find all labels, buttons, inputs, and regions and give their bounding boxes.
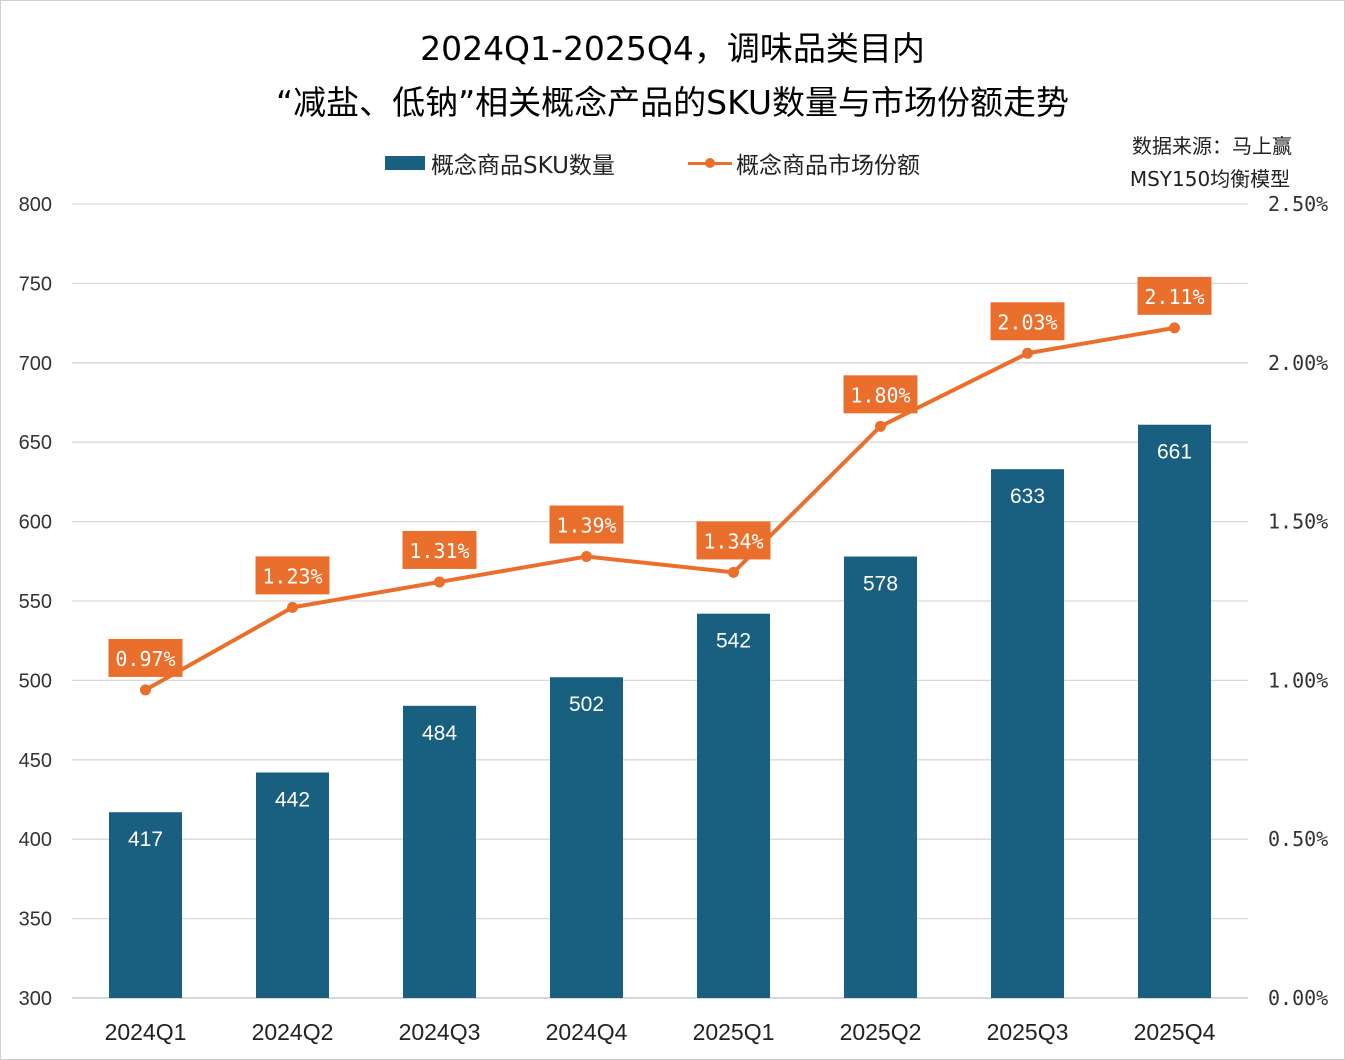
line-point: [287, 601, 298, 613]
x-tick-label: 2024Q1: [105, 1019, 187, 1045]
bar-data-label: 442: [275, 789, 310, 812]
line-point: [1022, 347, 1033, 359]
y-right-tick-label: 0.00%: [1268, 986, 1328, 1010]
x-tick-label: 2025Q3: [987, 1019, 1069, 1045]
line-data-label: 2.11%: [1144, 285, 1204, 309]
line-point: [434, 576, 445, 588]
y-left-tick-label: 450: [19, 750, 52, 772]
x-tick-label: 2025Q1: [693, 1019, 775, 1045]
bar-data-label: 661: [1157, 441, 1192, 464]
chart-title-line1: 2024Q1-2025Q4，调味品类目内: [420, 29, 925, 68]
y-left-tick-label: 600: [19, 512, 52, 534]
bar-data-label: 502: [569, 693, 604, 716]
line-data-label-box: [108, 638, 183, 677]
bar: [844, 556, 917, 998]
legend-swatch-line: [688, 156, 732, 170]
legend-swatch-bar: [385, 156, 425, 170]
line-data-label-box: [255, 556, 330, 595]
line-data-label: 2.03%: [997, 310, 1057, 334]
bar: [1138, 424, 1211, 998]
x-tick-label: 2025Q4: [1134, 1019, 1216, 1045]
bar-data-label: 417: [128, 828, 163, 851]
bar: [550, 677, 623, 998]
line-point: [1169, 322, 1180, 334]
line-data-label-box: [696, 521, 771, 560]
chart-title-line2: “减盐、低钠”相关概念产品的SKU数量与市场份额走势: [275, 83, 1070, 122]
bar: [991, 469, 1064, 998]
y-left-tick-label: 550: [19, 591, 52, 613]
line-data-label-box: [402, 530, 477, 569]
x-tick-label: 2024Q2: [252, 1019, 334, 1045]
bar-data-label: 578: [863, 573, 898, 596]
line-data-label: 1.80%: [850, 383, 910, 407]
source-note-line1: 数据来源：马上赢: [1132, 134, 1292, 158]
line-data-label-box: [549, 505, 624, 544]
line-data-label-box: [990, 302, 1065, 341]
y-right-tick-label: 2.00%: [1268, 351, 1328, 375]
legend-label-line: 概念商品市场份额: [736, 153, 920, 179]
bar-data-label: 542: [716, 630, 751, 653]
x-tick-label: 2024Q3: [399, 1019, 481, 1045]
y-left-tick-label: 400: [19, 829, 52, 851]
line-data-label: 0.97%: [115, 647, 175, 671]
y-right-tick-label: 2.50%: [1268, 192, 1328, 216]
y-left-tick-label: 300: [19, 988, 52, 1010]
y-left-tick-label: 700: [19, 353, 52, 375]
line-data-label: 1.39%: [556, 514, 616, 538]
y-left-tick-label: 750: [19, 273, 52, 295]
y-left-tick-label: 500: [19, 670, 52, 692]
x-tick-label: 2024Q4: [546, 1019, 628, 1045]
line-data-label: 1.34%: [703, 529, 763, 553]
y-left-tick-label: 650: [19, 432, 52, 454]
line-data-label-box: [843, 375, 918, 414]
x-tick-label: 2025Q2: [840, 1019, 922, 1045]
line-point: [728, 566, 739, 578]
y-right-tick-label: 1.00%: [1268, 668, 1328, 692]
line-data-label-box: [1137, 276, 1212, 315]
legend-item-bar: 概念商品SKU数量: [385, 146, 615, 180]
line-point: [140, 684, 151, 696]
share-line: [144, 325, 1175, 692]
bar: [109, 812, 182, 998]
line-point: [875, 420, 886, 432]
line-data-label: 1.31%: [409, 539, 469, 563]
source-note-line2: MSY150均衡模型: [1129, 167, 1291, 191]
y-left-tick-label: 800: [19, 194, 52, 216]
bar: [403, 705, 476, 998]
legend-item-line: 概念商品市场份额: [688, 146, 920, 180]
bar-data-label: 633: [1010, 485, 1045, 508]
line-data-label: 1.23%: [262, 564, 322, 588]
line-point: [581, 551, 592, 563]
y-right-tick-label: 0.50%: [1268, 827, 1328, 851]
y-right-tick-label: 1.50%: [1268, 510, 1328, 534]
bar: [697, 613, 770, 998]
y-left-tick-label: 350: [19, 909, 52, 931]
bar-data-label: 484: [422, 722, 457, 745]
legend-label-bar: 概念商品SKU数量: [431, 153, 615, 179]
bar: [256, 772, 329, 998]
